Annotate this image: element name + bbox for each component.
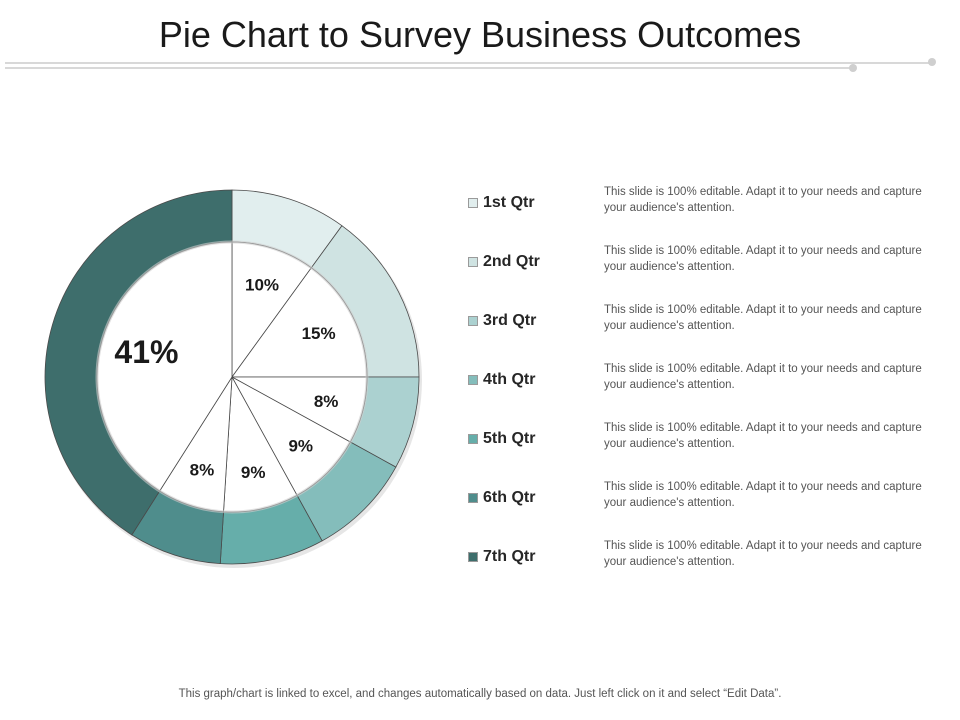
inner-edge — [95, 240, 369, 514]
legend-description: This slide is 100% editable. Adapt it to… — [604, 363, 922, 391]
legend-label: 1st Qtr — [483, 194, 535, 211]
legend-item: 1st Qtr This slide is 100% editable. Adap… — [466, 186, 946, 228]
legend-swatch — [468, 434, 478, 444]
legend-item: 5th Qtr This slide is 100% editable. Adap… — [466, 422, 946, 464]
legend-description: This slide is 100% editable. Adapt it to… — [604, 422, 922, 450]
divider-end-dot — [928, 58, 936, 66]
legend-item: 4th Qtr This slide is 100% editable. Adap… — [466, 363, 946, 405]
data-label-6: 8% — [190, 460, 215, 479]
legend-swatch — [468, 493, 478, 503]
legend-label: 3rd Qtr — [483, 312, 537, 329]
legend-swatch — [468, 552, 478, 562]
legend-swatch — [468, 257, 478, 267]
legend-label: 7th Qtr — [483, 548, 536, 565]
legend-swatch — [468, 316, 478, 326]
legend-description: This slide is 100% editable. Adapt it to… — [604, 186, 922, 214]
legend-description: This slide is 100% editable. Adapt it to… — [604, 304, 922, 332]
legend-label: 5th Qtr — [483, 430, 536, 447]
legend-label: 2nd Qtr — [483, 253, 540, 270]
data-label-5: 9% — [241, 463, 266, 482]
legend-label: 6th Qtr — [483, 489, 536, 506]
legend-description: This slide is 100% editable. Adapt it to… — [604, 540, 922, 568]
legend-description: This slide is 100% editable. Adapt it to… — [604, 245, 922, 273]
legend-item: 2nd Qtr This slide is 100% editable. Adap… — [466, 245, 946, 287]
title-divider-inner — [5, 67, 853, 69]
legend-swatch — [468, 375, 478, 385]
data-label-4: 9% — [288, 437, 313, 456]
footer-note: This graph/chart is linked to excel, and… — [178, 688, 782, 700]
legend-description: This slide is 100% editable. Adapt it to… — [604, 481, 922, 509]
legend-item: 3rd Qtr This slide is 100% editable. Adap… — [466, 304, 946, 346]
data-label-3: 8% — [314, 392, 339, 411]
legend-item: 6th Qtr This slide is 100% editable. Adap… — [466, 481, 946, 523]
legend-label: 4th Qtr — [483, 371, 536, 388]
data-labels: 10% 15% 8% 9% 9% 8% 41% — [114, 276, 338, 482]
inner-pie — [95, 240, 369, 514]
legend-swatch — [468, 198, 478, 208]
divider-end-dot — [849, 64, 857, 72]
data-label-7: 41% — [114, 334, 178, 370]
legend-item: 7th Qtr This slide is 100% editable. Adap… — [466, 540, 946, 582]
data-label-1: 10% — [245, 276, 279, 295]
data-label-2: 15% — [302, 324, 336, 343]
title-divider — [5, 62, 933, 64]
page-title: Pie Chart to Survey Business Outcomes — [158, 14, 802, 55]
